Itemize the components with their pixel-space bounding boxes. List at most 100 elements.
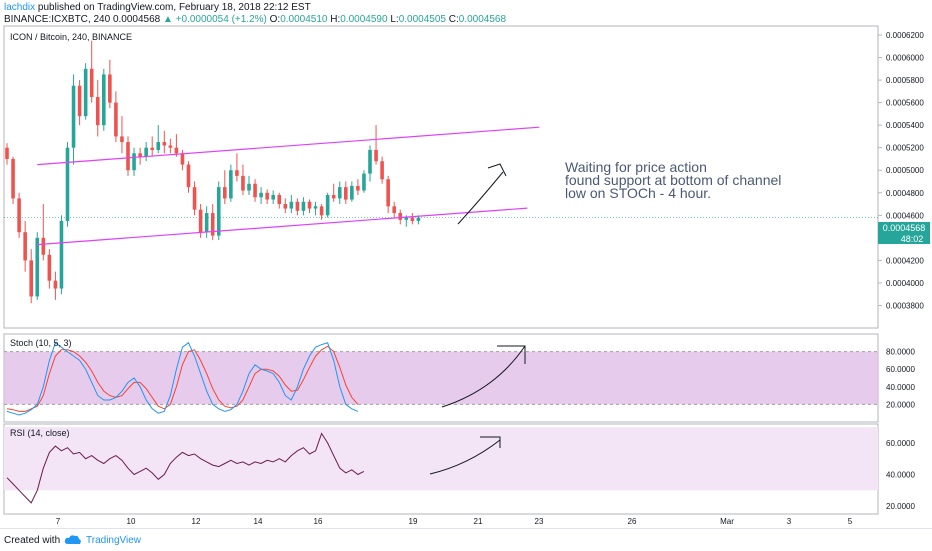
candle-body: [247, 183, 251, 191]
candle-body: [295, 201, 300, 211]
annotation-line-3: low on STOCh - 4 hour.: [565, 185, 711, 201]
candle-body: [156, 142, 161, 150]
price-axis-label: 0.0005200: [886, 144, 924, 153]
candle-body: [416, 217, 421, 221]
channel-lower-line: [37, 207, 528, 246]
price-axis-label: 0.0005400: [886, 121, 924, 130]
candle-body: [301, 201, 306, 211]
price-axis-label: 0.0006000: [886, 54, 924, 63]
price-axis-label: 0.0005800: [886, 76, 924, 85]
stoch-axis-label: 20.0000: [886, 400, 915, 409]
low-label: L:: [390, 14, 399, 25]
stoch-k-line: [6, 341, 359, 416]
candle-body: [319, 206, 324, 216]
channel-upper-line: [37, 126, 540, 166]
rsi-axis-label: 20.0000: [886, 502, 915, 511]
time-axis-label: 10: [127, 517, 136, 526]
candle-body: [307, 201, 312, 209]
rsi-pane-title: RSI (14, close): [10, 428, 70, 438]
price-axis-label: 0.0005000: [886, 166, 924, 175]
candle-body: [23, 232, 27, 261]
time-axis-label: 5: [848, 517, 853, 526]
rsi-axis-label: 60.0000: [886, 439, 915, 448]
candle-body: [350, 186, 354, 200]
ohlc-line: BINANCE:ICXBTC, 240 0.0004568 ▲ +0.00000…: [4, 14, 506, 25]
candle-body: [392, 206, 396, 214]
rsi-band: [4, 427, 878, 491]
close-label: C:: [448, 14, 459, 25]
candle-body: [89, 68, 94, 97]
last-price: 0.0004568: [112, 14, 161, 25]
candle-body: [198, 209, 203, 233]
candle-body: [186, 164, 191, 188]
time-axis-label: Mar: [720, 517, 734, 526]
candle-body: [241, 175, 245, 191]
tradingview-brand[interactable]: TradingView: [86, 535, 142, 546]
price-axis-label: 0.0004600: [886, 211, 924, 220]
candle-body: [386, 179, 390, 207]
stoch-axis-label: 80.0000: [886, 348, 915, 357]
price-axis-label: 0.0004800: [886, 189, 924, 198]
chart-canvas[interactable]: 0.0006200 0.0006000 0.0005800 0.0005600 0.00…: [0, 0, 932, 528]
countdown-tag-value: 48:02: [901, 234, 924, 244]
candle-body: [404, 217, 409, 220]
price-axis-label: 0.0004200: [886, 256, 924, 265]
candle-body: [271, 195, 275, 200]
high-label: H:: [330, 14, 341, 25]
stoch-pane-title: Stoch (10, 5, 3): [10, 338, 72, 348]
rsi-arrow-drawing: [429, 436, 501, 475]
publish-line: lachdix published on TradingView.com, Fe…: [4, 2, 311, 13]
candle-body: [398, 213, 403, 220]
main-pane-frame: [3, 25, 879, 329]
candle-body: [83, 68, 88, 117]
candle-body: [102, 74, 106, 126]
price-axis-label: 0.0006200: [886, 31, 924, 40]
candle-body: [277, 195, 282, 205]
symbol-label: BINANCE:ICXBTC, 240: [4, 14, 111, 25]
footer: Created with TradingView: [0, 528, 932, 551]
candle-body: [229, 170, 233, 199]
candle-body: [17, 198, 21, 233]
candle-body: [289, 201, 294, 209]
candle-body: [283, 204, 288, 209]
candle-body: [325, 195, 330, 216]
candle-body: [5, 147, 9, 159]
candle-body: [259, 192, 263, 198]
open-label: O:: [269, 14, 281, 25]
author-link[interactable]: lachdix: [4, 2, 36, 13]
candle-body: [337, 187, 342, 199]
time-axis-label: 23: [535, 517, 544, 526]
time-axis-label: 16: [314, 517, 323, 526]
created-with-text: Created with: [4, 535, 61, 546]
countdown-tag: [878, 233, 930, 244]
open-value: 0.0004510: [280, 14, 328, 25]
chart-header: lachdix published on TradingView.com, Fe…: [0, 0, 932, 26]
candle-body: [265, 192, 269, 200]
close-value: 0.0004568: [458, 14, 507, 25]
price-axis-label: 0.0005600: [886, 99, 924, 108]
candle-body: [368, 149, 372, 174]
main-pane-title: ICON / Bitcoin, 240, BINANCE: [10, 32, 132, 42]
candle-body: [313, 206, 318, 209]
candle-body: [162, 142, 167, 146]
candle-body: [235, 170, 239, 176]
annotation-line-1: Waiting for price action: [565, 159, 707, 175]
last-price-tag-value: 0.0004568: [883, 223, 926, 233]
candle-body: [362, 173, 366, 191]
time-axis-label: 14: [254, 517, 263, 526]
candle-body: [180, 153, 185, 165]
tradingview-cloud-icon: [64, 535, 81, 544]
low-value: 0.0004505: [398, 14, 446, 25]
candle-body: [174, 147, 179, 154]
price-arrow-drawing: [457, 163, 507, 225]
candle-body: [253, 183, 257, 198]
candle-body: [59, 220, 64, 289]
candle-body: [114, 102, 118, 137]
candle-body: [47, 254, 52, 281]
candle-body: [223, 187, 227, 199]
stoch-band: [4, 351, 878, 405]
candle-body: [144, 147, 148, 157]
candle-body: [120, 136, 124, 143]
time-axis-label: 12: [192, 517, 201, 526]
candle-body: [11, 158, 15, 199]
